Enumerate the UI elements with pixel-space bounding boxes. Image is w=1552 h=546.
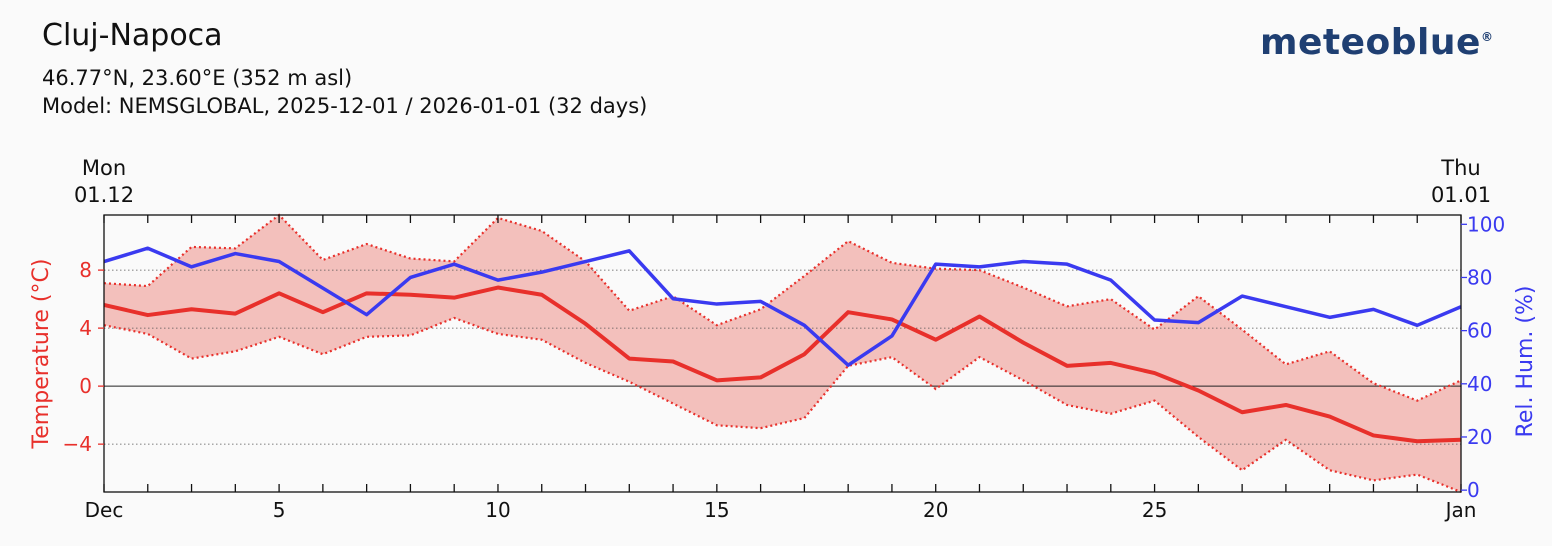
x-tick-label: 20 <box>923 498 948 522</box>
top-day-label: Thu <box>1440 156 1480 180</box>
humidity-axis-label: Rel. Hum. (%) <box>1513 286 1538 438</box>
humidity-tick-label: 20 <box>1467 425 1492 449</box>
meteoblue-logo[interactable]: meteoblue® <box>1260 22 1493 63</box>
humidity-tick-label: 40 <box>1467 372 1492 396</box>
x-tick-label: 25 <box>1142 498 1167 522</box>
humidity-tick-label: 60 <box>1467 319 1492 343</box>
top-date-label: 01.01 <box>1431 183 1491 207</box>
logo-registered-mark: ® <box>1480 30 1494 44</box>
x-tick-label: Jan <box>1444 498 1477 522</box>
temperature-axis-label: Temperature (°C) <box>29 259 54 450</box>
humidity-tick-label: 100 <box>1467 212 1505 236</box>
x-tick-label: Dec <box>85 498 124 522</box>
humidity-tick-label: 0 <box>1467 478 1480 502</box>
temp-tick-label: −4 <box>63 432 92 456</box>
x-tick-label: 5 <box>273 498 286 522</box>
temperature-range-band <box>104 215 1461 492</box>
mean-temperature-line <box>103 285 1462 444</box>
max-temperature-line <box>103 213 1462 402</box>
x-tick-label: 10 <box>485 498 510 522</box>
temp-tick-label: 4 <box>79 316 92 340</box>
top-day-label: Mon <box>82 156 126 180</box>
humidity-tick-label: 80 <box>1467 265 1492 289</box>
model-text: Model: NEMSGLOBAL, 2025-12-01 / 2026-01-… <box>42 94 648 118</box>
top-date-label: 01.12 <box>74 183 134 207</box>
temp-tick-label: 0 <box>79 374 92 398</box>
plot-frame <box>103 214 1462 493</box>
logo-text: meteoblue <box>1260 22 1481 63</box>
min-temperature-line <box>103 316 1462 494</box>
location-title: Cluj-Napoca <box>42 18 223 53</box>
x-tick-label: 15 <box>704 498 729 522</box>
coordinates-text: 46.77°N, 23.60°E (352 m asl) <box>42 66 353 90</box>
temp-tick-label: 8 <box>79 258 92 282</box>
humidity-line <box>103 246 1462 367</box>
